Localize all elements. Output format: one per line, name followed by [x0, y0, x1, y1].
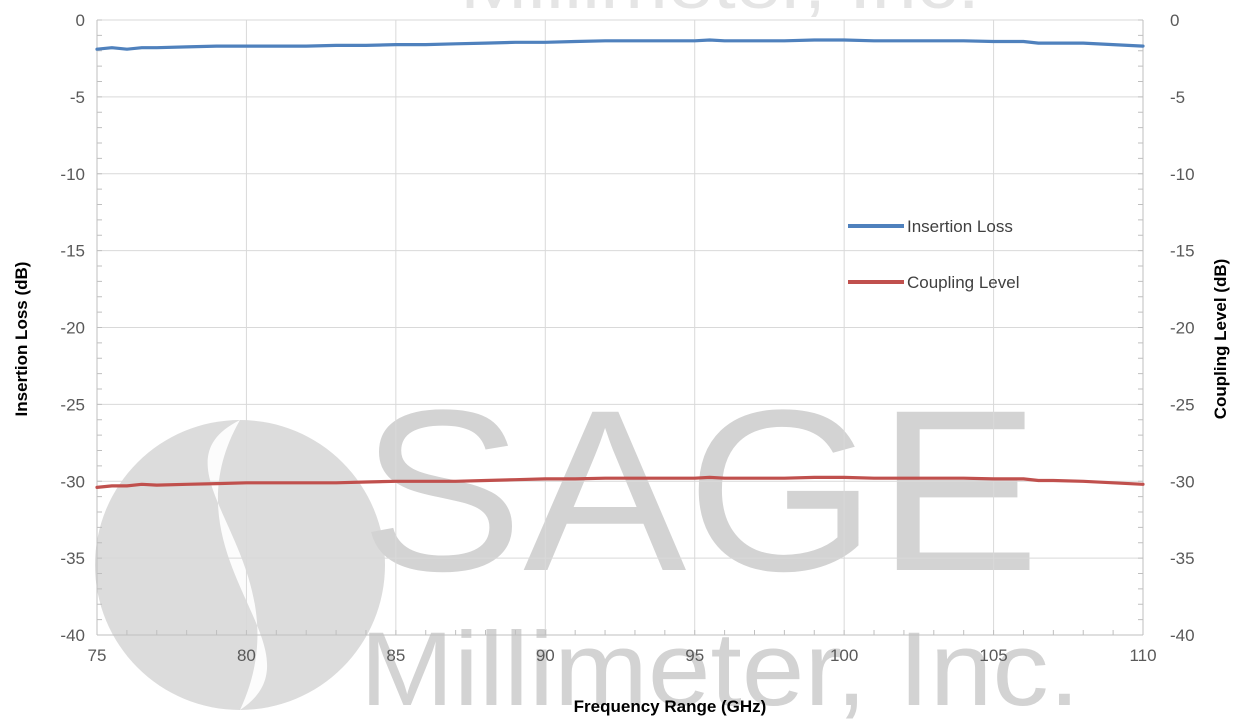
y2-tick-label: -30	[1170, 472, 1195, 491]
y2-tick-label: -15	[1170, 242, 1195, 261]
series-lines	[95, 38, 1145, 489]
x-tick-label: 80	[237, 646, 256, 665]
legend-label-coupling-level: Coupling Level	[907, 273, 1019, 292]
y2-axis-title: Coupling Level (dB)	[1211, 259, 1230, 420]
y2-tick-label: 0	[1170, 11, 1179, 30]
x-tick-label: 95	[685, 646, 704, 665]
y-tick-label: -20	[60, 319, 85, 338]
watermark-tagline-bottom: Millimeter, Inc.	[360, 611, 1080, 719]
y2-tick-label: -5	[1170, 88, 1185, 107]
sage-millimeter-watermark: SAGE Millimeter, Inc. Millimeter, Inc.	[95, 0, 1080, 719]
y-tick-label: -30	[60, 472, 85, 491]
watermark-logo-text: SAGE	[360, 362, 1040, 619]
legend: Insertion Loss Coupling Level	[848, 217, 1019, 292]
axes: 0 -5 -10 -15 -20 -25 -30 -35 -40 0 -5 -10 -15 -20 -25 -…	[60, 11, 1194, 665]
x-tick-label: 110	[1129, 646, 1156, 665]
y-axis-title: Insertion Loss (dB)	[12, 262, 31, 417]
y-tick-label: -40	[60, 626, 85, 645]
y2-tick-label: -40	[1170, 626, 1195, 645]
watermark-tagline-top: Millimeter, Inc.	[460, 0, 980, 23]
x-tick-label: 90	[536, 646, 555, 665]
x-tick-label: 105	[979, 646, 1007, 665]
legend-label-insertion-loss: Insertion Loss	[907, 217, 1013, 236]
series-line-coupling-level	[95, 475, 1145, 489]
series-line-insertion-loss	[95, 38, 1145, 51]
x-tick-label: 75	[88, 646, 107, 665]
y-tick-label: -35	[60, 549, 85, 568]
y2-tick-label: -25	[1170, 395, 1195, 414]
x-tick-label: 100	[830, 646, 858, 665]
y2-tick-label: -20	[1170, 319, 1195, 338]
y-tick-label: 0	[76, 11, 85, 30]
y-tick-label: -10	[60, 165, 85, 184]
y-tick-label: -25	[60, 395, 85, 414]
x-axis-title: Frequency Range (GHz)	[574, 697, 767, 716]
y-tick-label: -5	[70, 88, 85, 107]
y-tick-label: -15	[60, 242, 85, 261]
watermark-logo-swoosh	[207, 420, 268, 710]
y2-tick-label: -10	[1170, 165, 1195, 184]
x-tick-label: 85	[386, 646, 405, 665]
y2-tick-label: -35	[1170, 549, 1195, 568]
